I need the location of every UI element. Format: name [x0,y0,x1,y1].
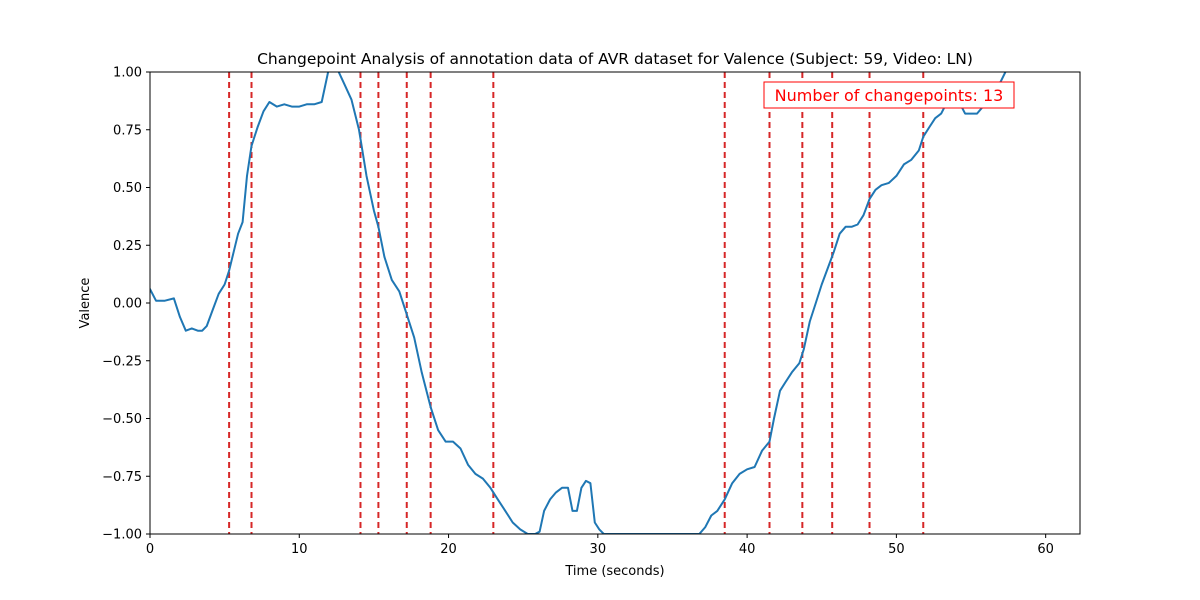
x-tick-label: 30 [590,542,607,557]
changepoint-layer [228,72,925,534]
annotation-box [763,81,1015,109]
changepoint-count-annotation: Number of changepoints: 13 [763,81,1015,109]
x-axis-label: Time (seconds) [564,564,664,579]
annotation-text: Number of changepoints: 13 [775,86,1004,105]
x-tick-label: 10 [291,542,308,557]
y-tick-label: 0.25 [113,239,142,254]
series-layer [150,72,1007,534]
series-line-1 [150,72,1007,534]
y-tick-label: 0.50 [113,181,142,196]
y-tick-label: −0.25 [102,354,142,369]
chart-title: Changepoint Analysis of annotation data … [257,50,973,68]
y-tick-label: −1.00 [102,528,142,543]
x-tick-label: 0 [146,542,154,557]
y-tick-label: −0.50 [102,412,142,427]
x-tick-label: 60 [1037,542,1054,557]
y-tick-label: −0.75 [102,470,142,485]
x-axis: 0 10 20 30 40 50 60 [146,534,1054,557]
y-axis-label: Valence [78,278,93,329]
x-tick-label: 50 [888,542,905,557]
x-tick-label: 40 [739,542,756,557]
y-tick-label: 0.00 [113,297,142,312]
y-axis: −1.00 −0.75 −0.50 −0.25 0.00 0.25 0.50 0.75 1.00 [102,66,150,543]
y-tick-label: 1.00 [113,66,142,81]
y-tick-label: 0.75 [113,123,142,138]
x-tick-label: 20 [440,542,457,557]
